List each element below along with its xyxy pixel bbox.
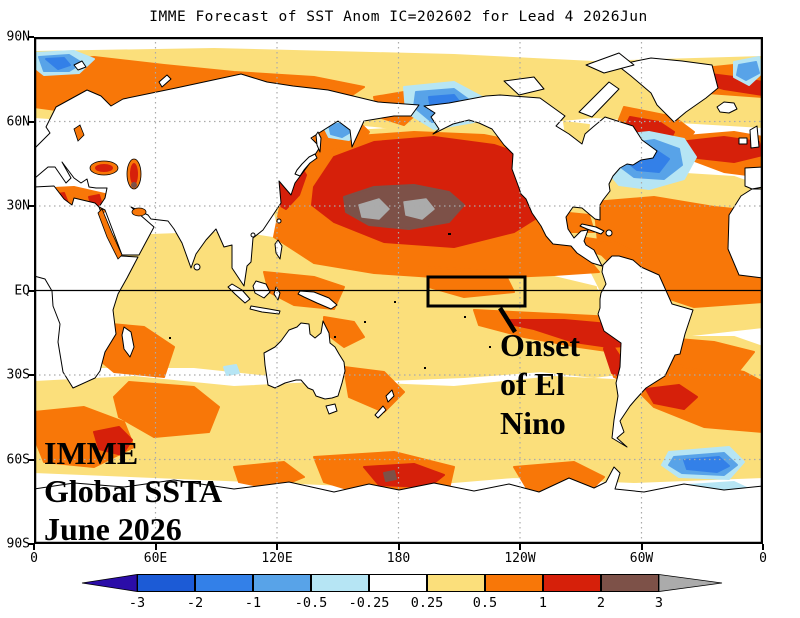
figure-caption-line1: IMME xyxy=(44,435,139,471)
figure-caption-line3: June 2026 xyxy=(44,511,182,547)
lon-tick xyxy=(762,544,764,550)
lat-tick xyxy=(28,205,34,207)
colorbar-left-arrow xyxy=(81,574,138,592)
figure-caption: IMME Global SSTA June 2026 xyxy=(44,434,222,548)
lon-label-180-3: 180 xyxy=(386,551,411,566)
lat-label-30S: 30S xyxy=(6,367,30,383)
lat-tick xyxy=(28,36,34,38)
lat-tick xyxy=(28,458,34,461)
colorbar-tick--3: -3 xyxy=(128,595,146,611)
map-panel xyxy=(34,37,763,544)
colorbar-tick-2: 2 xyxy=(596,595,606,611)
el-nino-annotation-line1: Onset xyxy=(500,327,580,363)
lon-tick xyxy=(154,544,157,550)
el-nino-annotation: Onset of El Nino xyxy=(500,326,580,443)
colorbar-tick-0.5: 0.5 xyxy=(472,595,498,611)
lon-tick xyxy=(397,544,400,550)
colorbar-tick--2: -2 xyxy=(186,595,204,611)
colorbar-segment-6 xyxy=(485,574,543,592)
lat-tick xyxy=(28,289,34,292)
lat-label-90N: 90N xyxy=(6,29,30,45)
lon-tick xyxy=(519,544,521,550)
el-nino-annotation-line2: of El xyxy=(500,366,565,402)
lat-label-60S: 60S xyxy=(6,452,30,467)
lon-tick xyxy=(640,544,643,550)
colorbar-segment-1 xyxy=(195,574,253,592)
colorbar-tick--1: -1 xyxy=(244,595,262,611)
lon-tick xyxy=(33,544,35,550)
lon-label-60E-1: 60E xyxy=(143,551,168,566)
colorbar-segment-3 xyxy=(311,574,369,592)
colorbar-segment-7 xyxy=(543,574,601,592)
lon-tick xyxy=(276,544,278,550)
lon-label-0-0: 0 xyxy=(30,551,38,566)
lon-label-60W-5: 60W xyxy=(629,551,654,566)
colorbar-tick-1: 1 xyxy=(538,595,548,611)
figure-caption-line2: Global SSTA xyxy=(44,473,223,509)
lat-tick xyxy=(28,543,34,545)
lat-tick xyxy=(28,120,34,123)
figure-title: IMME Forecast of SST Anom IC=202602 for … xyxy=(149,9,648,25)
colorbar-tick--0.25: -0.25 xyxy=(348,595,390,611)
lon-label-120W-4: 120W xyxy=(504,551,536,566)
colorbar-arrows xyxy=(81,574,723,592)
colorbar-tick-3: 3 xyxy=(654,595,664,611)
colorbar-right-arrow xyxy=(658,574,723,592)
lat-label-EQ: EQ xyxy=(14,283,30,298)
el-nino-annotation-line3: Nino xyxy=(500,405,566,441)
sst-anomaly-map xyxy=(34,37,763,544)
el-nino-highlight-box xyxy=(426,275,527,308)
lon-label-120E-2: 120E xyxy=(261,551,293,566)
lat-label-90S: 90S xyxy=(6,536,30,552)
colorbar: -3 -2 -1 -0.5 -0.25 0.25 0.5 1 2 3 xyxy=(81,574,723,611)
lat-label-60N: 60N xyxy=(6,114,30,129)
colorbar-segment-0 xyxy=(137,574,195,592)
lat-label-30N: 30N xyxy=(6,198,30,214)
colorbar-segment-8 xyxy=(601,574,659,592)
colorbar-tick-0.25: 0.25 xyxy=(410,595,444,611)
lat-tick xyxy=(28,374,34,376)
colorbar-segment-5 xyxy=(427,574,485,592)
colorbar-segment-2 xyxy=(253,574,311,592)
colorbar-tick--0.5: -0.5 xyxy=(294,595,328,611)
lon-label-0-6: 0 xyxy=(759,551,767,566)
colorbar-segment-4 xyxy=(369,574,427,592)
el-nino-pointer-line xyxy=(498,306,517,334)
